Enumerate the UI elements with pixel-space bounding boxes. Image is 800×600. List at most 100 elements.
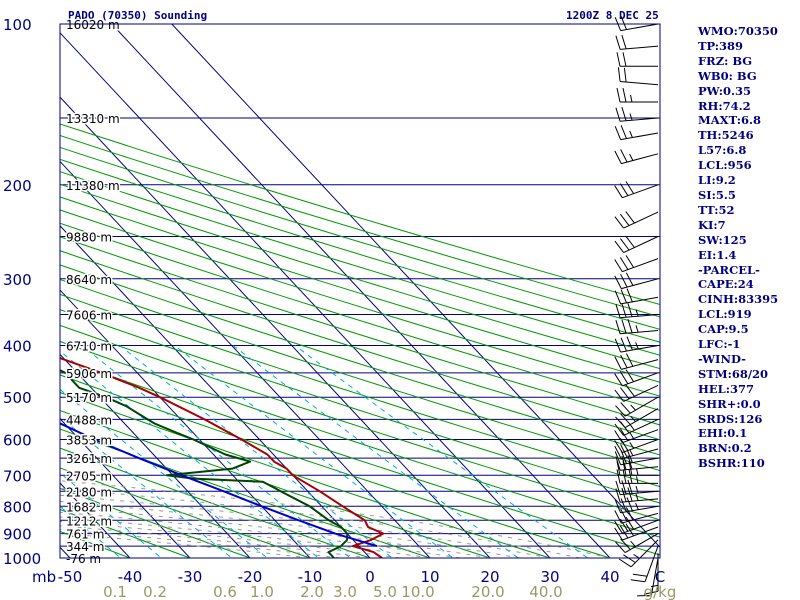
pressure-tick-label: 900 [3,526,32,544]
index-item: MAXT:6.8 [698,113,761,128]
dry-adiabat [60,196,660,383]
index-item: CAP:9.5 [698,322,749,337]
wind-barb [614,16,659,32]
temperature-tick-label: 30 [540,568,559,586]
index-item: SW:125 [698,232,747,247]
pressure-tick-label: 200 [3,177,32,195]
mixing-ratio-label: 2.0 [300,583,324,600]
height-label: 7606 m [66,309,112,323]
height-label: 11380 m [66,179,120,193]
wind-barb [616,461,658,476]
wind-barb [617,67,659,86]
moist-adiabat [60,500,521,558]
wind-barb [614,336,659,353]
wind-barb [614,149,659,165]
temperature-line [60,357,385,558]
isotherm [60,32,551,558]
station-title: PADQ (70350) Sounding [68,9,208,22]
height-label: 4488 m [66,413,112,427]
dry-adiabat [60,309,660,504]
celsius-label: C [655,568,665,586]
dry-adiabat [60,278,660,472]
wind-barb [614,272,659,290]
index-item: BRN:0.2 [698,441,752,456]
dry-adiabat [60,340,660,538]
pressure-tick-label: 500 [3,389,32,407]
pressure-tick-label: 600 [3,432,32,450]
height-label: 3853 m [66,434,112,448]
temperature-tick-label: 40 [600,568,619,586]
temperature-tick-label: 20 [480,568,499,586]
mixing-ratio-label: 5.0 [373,583,397,600]
mixing-ratio-label: 40.0 [529,583,562,600]
pressure-tick-label: 400 [3,338,32,356]
index-item: WMO:70350 [698,24,778,38]
height-label: 344 m [66,540,104,554]
index-item: -PARCEL- [698,262,760,277]
index-item: KI:7 [698,217,726,232]
mixing-ratio-line [60,350,320,558]
height-label: 8640 m [66,273,112,287]
index-item: EHI:0.1 [698,426,748,441]
wind-barb [643,553,659,595]
wind-barb [614,255,659,273]
wind-barb [616,469,658,484]
height-label: 6710 m [66,340,112,354]
mixing-ratio-label: 20.0 [471,583,504,600]
wind-barb [615,396,659,417]
wind-barb [630,545,659,583]
wind-barb [614,444,659,460]
wind-barb [616,52,658,67]
mixing-ratio-line [60,472,163,558]
wind-barb [637,557,659,597]
isotherm [60,96,491,558]
mixing-ratio-line [81,345,352,558]
wind-barb [614,449,659,466]
isotherm [60,289,311,558]
dry-adiabat [60,171,660,356]
wind-barb [615,533,659,554]
mixing-ratio-label: 0.1 [103,583,127,600]
index-item: CAPE:24 [698,277,754,292]
index-item: LCL:956 [698,158,752,173]
isotherm [60,417,191,558]
plot-frame [59,23,661,559]
wind-barb [618,539,659,568]
pressure-tick-label: 100 [3,16,32,34]
valid-time: 1200Z 8 DEC 25 [566,9,659,22]
height-label: 3261 m [66,452,112,466]
height-label: 5906 m [66,367,112,381]
wind-barb [614,418,659,436]
wind-barb [614,497,659,514]
isotherm [60,353,251,558]
index-item: LCL:919 [698,307,752,322]
mixing-ratio-line [232,345,520,558]
index-item: HEL:377 [698,381,754,396]
temperature-tick-label: -40 [118,568,143,586]
dry-adiabat [60,134,660,318]
isotherm [171,24,660,549]
index-item: L57:6.8 [698,143,747,158]
temperature-tick-label: 0 [365,568,375,586]
dry-adiabat [60,236,660,426]
index-item: LI:9.2 [698,173,736,188]
wind-barb [614,125,659,141]
wind-barb [614,428,659,444]
height-label: 5170 m [66,391,112,405]
index-item: STM:68/20 [698,366,769,381]
pressure-tick-label: 700 [3,467,32,485]
dry-adiabat [60,324,660,521]
dry-adiabat [60,409,492,558]
wind-barb [614,181,659,199]
wind-barb [614,353,659,370]
dry-adiabat [60,357,660,556]
dry-adiabat [60,264,660,456]
wind-barb [615,479,659,496]
index-item: TH:5246 [698,128,754,143]
height-label: 9880 m [66,230,112,244]
dry-adiabat [60,508,192,558]
dewpoint-line [60,369,349,558]
dry-adiabat [60,391,552,558]
wind-barb [614,288,659,305]
